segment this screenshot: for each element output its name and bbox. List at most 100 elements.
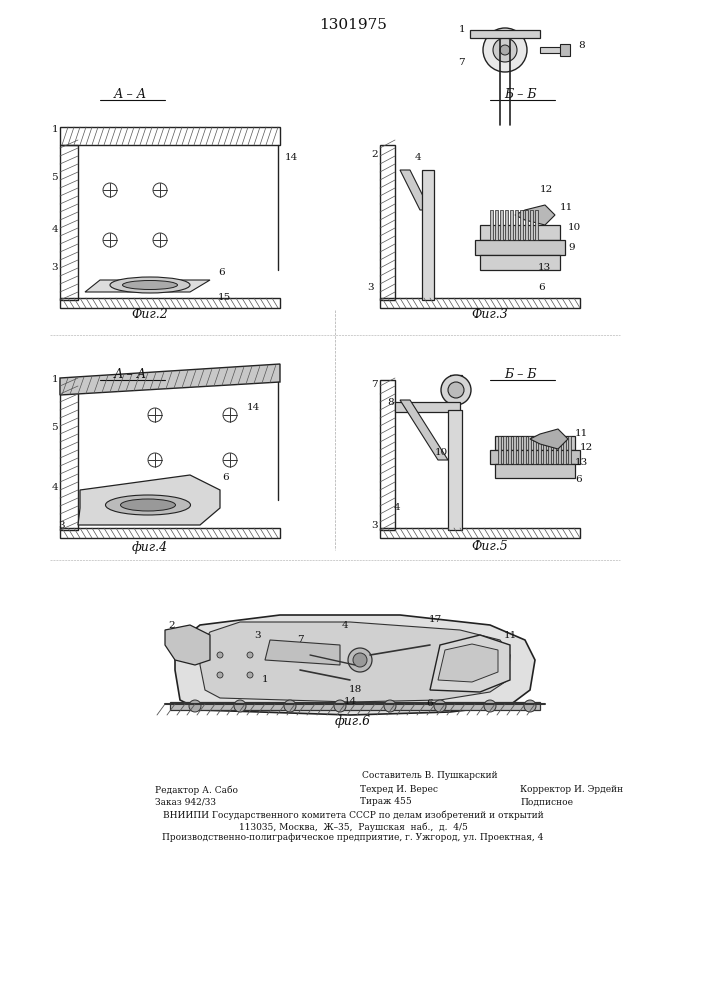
- Polygon shape: [515, 205, 555, 225]
- Bar: [495, 464, 575, 478]
- Bar: [480, 255, 560, 270]
- Text: 3: 3: [255, 631, 262, 640]
- Bar: [505, 210, 508, 240]
- Bar: [450, 375, 462, 400]
- Text: 14: 14: [247, 403, 260, 412]
- Text: Составитель В. Пушкарский: Составитель В. Пушкарский: [362, 770, 498, 780]
- Text: 7: 7: [458, 58, 465, 67]
- Text: 6: 6: [575, 475, 582, 484]
- Bar: [470, 30, 540, 38]
- Text: Корректор И. Эрдейн: Корректор И. Эрдейн: [520, 786, 623, 794]
- Bar: [495, 436, 575, 450]
- Bar: [380, 298, 580, 308]
- Text: 1301975: 1301975: [319, 18, 387, 32]
- Bar: [490, 210, 493, 240]
- Circle shape: [484, 700, 496, 712]
- Circle shape: [441, 375, 471, 405]
- Text: 9: 9: [568, 243, 575, 252]
- Ellipse shape: [105, 495, 190, 515]
- Circle shape: [189, 700, 201, 712]
- Text: 12: 12: [580, 443, 593, 452]
- Circle shape: [384, 700, 396, 712]
- Text: 8: 8: [387, 398, 394, 407]
- Text: фиг.4: фиг.4: [132, 540, 168, 554]
- Circle shape: [217, 672, 223, 678]
- Text: 6: 6: [538, 283, 544, 292]
- Bar: [538, 436, 541, 464]
- Polygon shape: [530, 429, 568, 449]
- Bar: [480, 225, 560, 240]
- Text: 1: 1: [262, 676, 269, 684]
- Bar: [535, 210, 538, 240]
- Text: 11: 11: [503, 631, 517, 640]
- Polygon shape: [400, 170, 430, 210]
- Circle shape: [493, 38, 517, 62]
- Text: Техред И. Верес: Техред И. Верес: [360, 786, 438, 794]
- Bar: [500, 210, 503, 240]
- Text: 12: 12: [540, 185, 554, 194]
- Text: ВНИИПИ Государственного комитета СССР по делам изобретений и открытий: ВНИИПИ Государственного комитета СССР по…: [163, 810, 544, 820]
- Polygon shape: [165, 625, 210, 665]
- Polygon shape: [175, 615, 535, 715]
- Text: 8: 8: [578, 41, 585, 50]
- Bar: [525, 210, 528, 240]
- Text: 6: 6: [427, 698, 433, 708]
- Circle shape: [448, 382, 464, 398]
- Bar: [510, 210, 513, 240]
- Text: Б – Б: Б – Б: [504, 368, 536, 381]
- Text: 6: 6: [218, 268, 225, 277]
- Text: Подписное: Подписное: [520, 798, 573, 806]
- Text: 7: 7: [297, 636, 303, 645]
- Text: 4: 4: [393, 503, 400, 512]
- Bar: [568, 436, 571, 464]
- Bar: [560, 44, 570, 56]
- Bar: [60, 127, 280, 145]
- Text: 3: 3: [52, 263, 58, 272]
- Circle shape: [353, 653, 367, 667]
- Text: 4: 4: [415, 153, 421, 162]
- Text: А – А: А – А: [113, 89, 146, 102]
- Text: 3: 3: [368, 283, 374, 292]
- Bar: [490, 450, 580, 464]
- Circle shape: [434, 700, 446, 712]
- Text: 10: 10: [568, 223, 581, 232]
- Text: Фиг.2: Фиг.2: [132, 308, 168, 322]
- Polygon shape: [430, 635, 510, 692]
- Text: 6: 6: [222, 473, 228, 482]
- Bar: [558, 436, 561, 464]
- Text: фиг.6: фиг.6: [335, 716, 371, 728]
- Text: Фиг.5: Фиг.5: [472, 540, 508, 554]
- Text: 113035, Москва,  Ж–35,  Раушская  наб.,  д.  4/5: 113035, Москва, Ж–35, Раушская наб., д. …: [238, 822, 467, 832]
- Text: 18: 18: [349, 686, 361, 694]
- Bar: [448, 410, 462, 530]
- Text: 10: 10: [435, 448, 448, 457]
- Polygon shape: [265, 640, 340, 665]
- Text: 1: 1: [52, 125, 58, 134]
- Polygon shape: [78, 475, 220, 525]
- Bar: [548, 436, 551, 464]
- Text: 13: 13: [538, 263, 551, 272]
- Bar: [503, 436, 506, 464]
- Text: А – А: А – А: [113, 368, 146, 381]
- Text: 1: 1: [458, 25, 465, 34]
- Bar: [543, 436, 546, 464]
- Polygon shape: [400, 400, 448, 460]
- Text: 3: 3: [58, 521, 64, 530]
- Text: Фиг.3: Фиг.3: [472, 308, 508, 322]
- Bar: [518, 436, 521, 464]
- Circle shape: [234, 700, 246, 712]
- Circle shape: [500, 45, 510, 55]
- Polygon shape: [60, 364, 280, 395]
- Text: 2: 2: [371, 150, 378, 159]
- Circle shape: [247, 652, 253, 658]
- Bar: [540, 47, 565, 53]
- Ellipse shape: [122, 280, 177, 290]
- Text: 15: 15: [218, 293, 231, 302]
- Bar: [498, 436, 501, 464]
- Circle shape: [284, 700, 296, 712]
- Bar: [380, 528, 580, 538]
- Text: Б – Б: Б – Б: [504, 89, 536, 102]
- Bar: [553, 436, 556, 464]
- Text: 4: 4: [52, 483, 58, 492]
- Text: 14: 14: [344, 698, 356, 706]
